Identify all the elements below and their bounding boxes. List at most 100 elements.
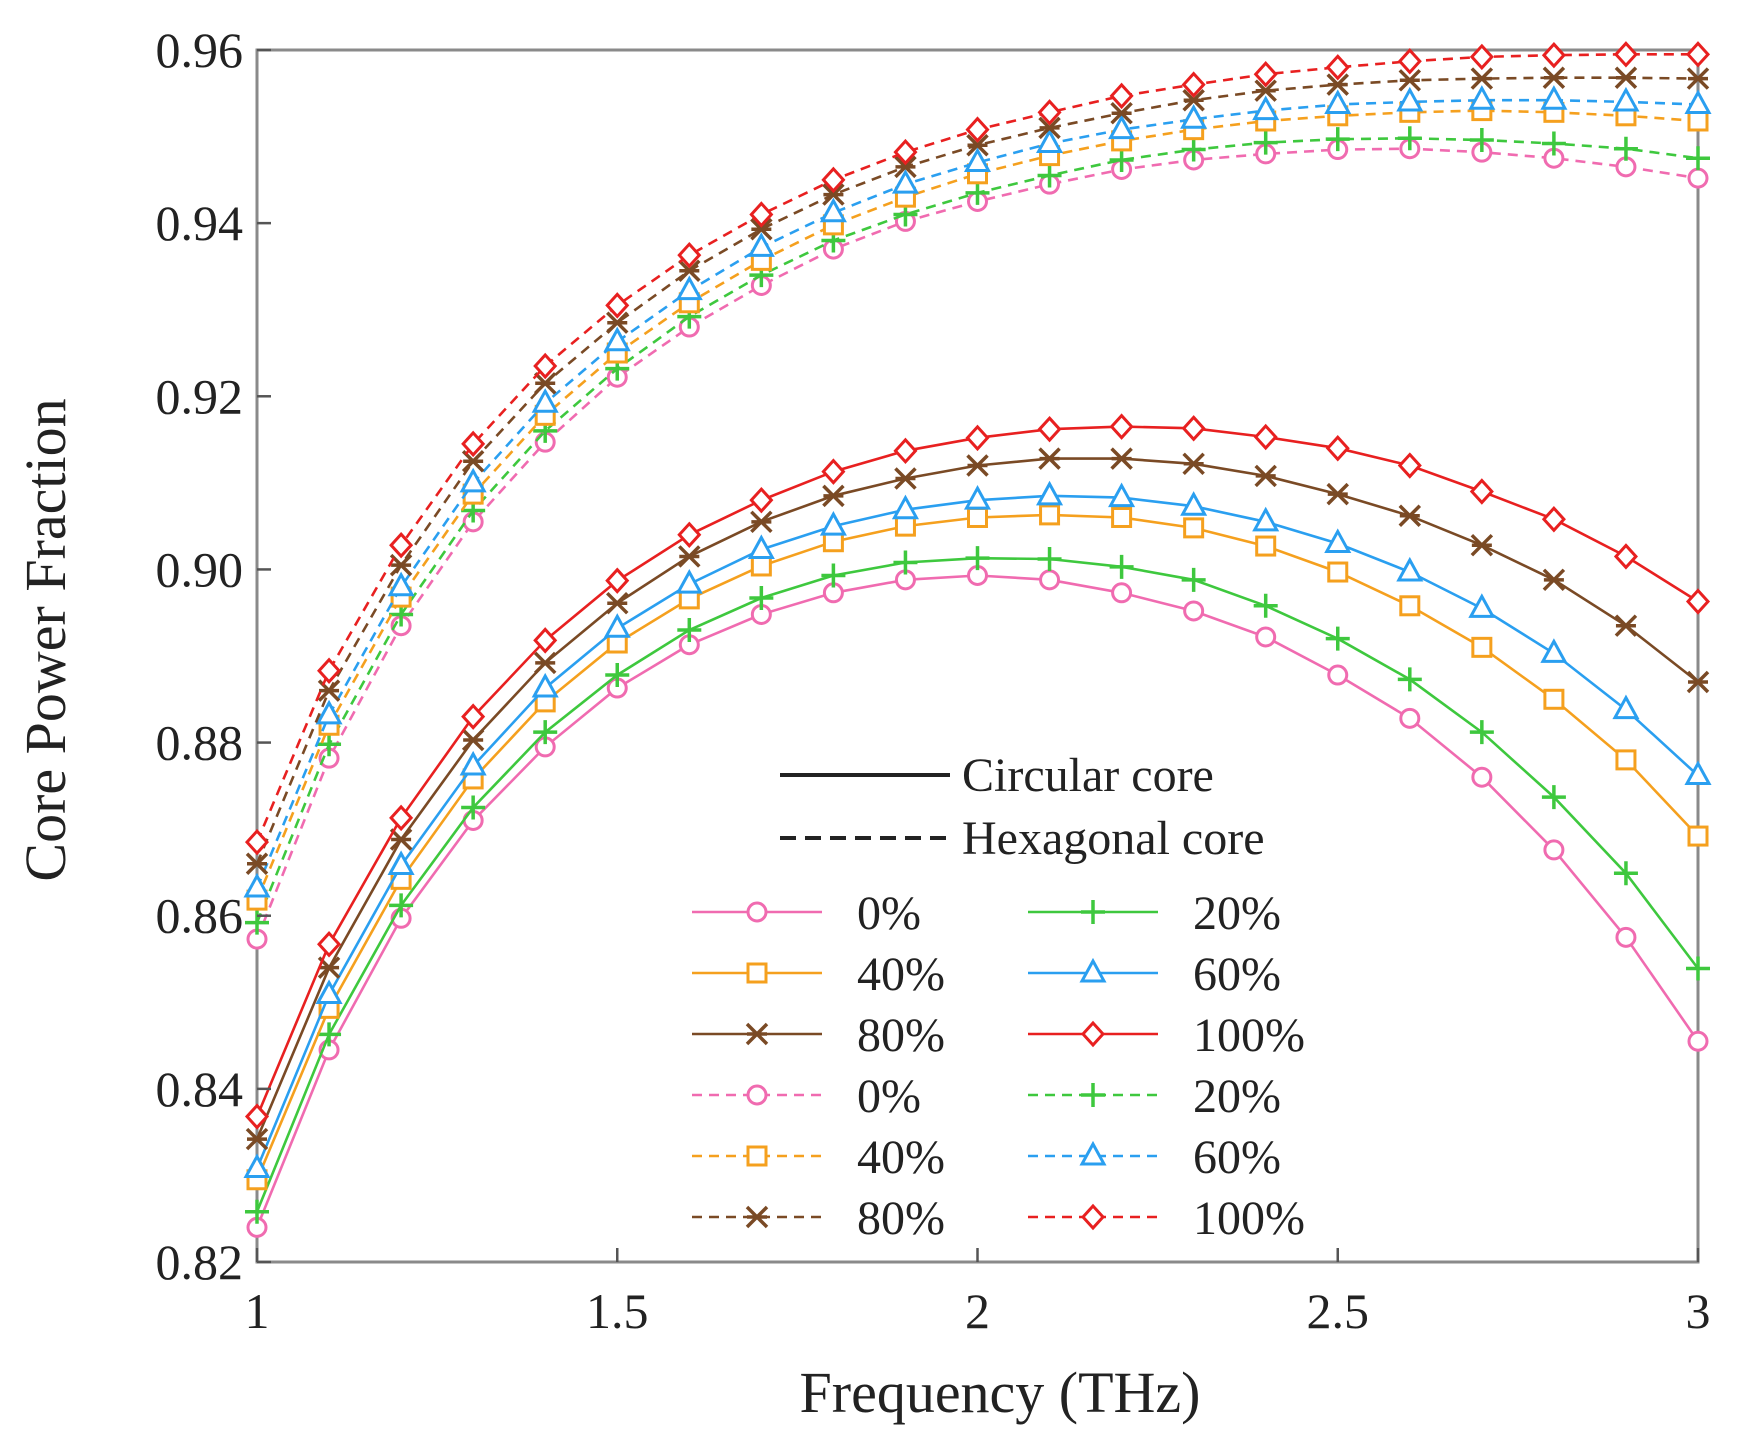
data-point: [1612, 694, 1640, 720]
data-point: [1468, 85, 1496, 110]
data-point: [1469, 720, 1494, 745]
data-point: [966, 454, 989, 477]
data-point: [894, 467, 917, 490]
data-point: [1181, 71, 1206, 98]
data-point: [1612, 86, 1640, 112]
data-point: [677, 241, 702, 269]
data-point: [315, 699, 343, 725]
data-point: [1038, 116, 1061, 140]
data-point: [1181, 137, 1206, 162]
legend-swatch-marker: [745, 1205, 769, 1229]
data-point: [967, 506, 988, 528]
data-point: [1614, 614, 1638, 637]
data-point: [1541, 131, 1566, 156]
data-point: [1255, 626, 1277, 648]
data-point: [243, 1153, 271, 1179]
x-axis-title: Frequency (THz): [800, 1360, 1201, 1425]
y-tick-label: 0.86: [156, 888, 244, 944]
data-point: [1324, 528, 1352, 553]
series-layer: [243, 41, 1712, 1238]
y-tick-label: 0.84: [156, 1061, 244, 1117]
data-point: [749, 201, 774, 228]
legend-label: 0%: [857, 887, 921, 940]
data-point: [389, 804, 414, 832]
legend-swatch-marker: [1080, 1020, 1106, 1048]
data-point: [1396, 86, 1424, 112]
data-point: [387, 850, 415, 876]
data-point: [1110, 101, 1133, 125]
series-circular-60pct: [243, 480, 1712, 1179]
data-point: [1252, 506, 1280, 532]
data-point: [1108, 482, 1136, 508]
x-tick-label: 1.5: [586, 1283, 649, 1339]
data-point: [461, 430, 486, 458]
data-point: [387, 571, 415, 597]
data-point: [822, 183, 845, 206]
data-point: [315, 979, 343, 1004]
legend-swatch-marker: [1081, 1083, 1105, 1107]
data-point: [244, 1103, 270, 1130]
data-point: [821, 563, 846, 588]
legend-label: 100%: [1193, 1192, 1305, 1245]
data-point: [1109, 554, 1134, 579]
y-tick-label: 0.94: [156, 195, 244, 251]
data-point: [1470, 533, 1494, 557]
data-point: [245, 852, 269, 876]
data-point: [1540, 85, 1568, 110]
data-point: [965, 180, 990, 205]
data-point: [747, 232, 775, 257]
data-point: [1182, 452, 1205, 476]
plot-frame: [255, 48, 1700, 1264]
data-point: [1470, 67, 1494, 90]
legend-label: 80%: [857, 1192, 945, 1245]
y-tick-label: 0.90: [156, 541, 244, 597]
legend-swatch-marker: [746, 962, 768, 984]
data-point: [1543, 839, 1565, 861]
data-point: [894, 515, 916, 537]
legend-style-label: Circular core: [962, 749, 1214, 802]
legend-swatch-marker: [746, 1145, 768, 1167]
data-point: [750, 555, 772, 577]
data-point: [244, 828, 270, 856]
data-point: [677, 521, 702, 549]
legend-label: 40%: [857, 1131, 945, 1184]
data-point: [533, 372, 557, 395]
data-point: [677, 618, 702, 643]
data-point: [750, 510, 773, 534]
data-point: [1396, 556, 1424, 582]
data-point: [893, 138, 918, 166]
y-tick-label: 0.88: [156, 715, 244, 771]
data-point: [1255, 535, 1277, 557]
data-point: [1036, 128, 1064, 153]
series-line: [255, 109, 1699, 901]
data-point: [531, 388, 559, 413]
legend-swatch-marker: [1079, 957, 1107, 983]
data-point: [965, 424, 990, 452]
data-point: [317, 931, 342, 958]
data-point: [1399, 595, 1421, 617]
data-point: [822, 484, 845, 508]
data-point: [1397, 452, 1422, 479]
data-point: [1469, 43, 1494, 71]
data-point: [317, 657, 342, 684]
data-point: [1037, 99, 1062, 126]
data-point: [1398, 69, 1422, 92]
y-tick-label: 0.92: [156, 368, 244, 424]
data-point: [1039, 569, 1061, 591]
data-point: [1543, 688, 1565, 710]
axes-layer: 0.82 0.84 0.86 0.88 0.90 0.92 0.94 0.96 1 1.5 2 2.5…: [156, 22, 1711, 1339]
data-point: [606, 311, 629, 334]
data-point: [1253, 130, 1278, 155]
data-point: [317, 1022, 342, 1047]
series-hexagonal-100pct: [244, 41, 1711, 856]
data-point: [749, 585, 774, 610]
data-point: [459, 467, 487, 493]
data-point: [1254, 464, 1277, 488]
data-point: [1471, 766, 1493, 788]
data-point: [1613, 136, 1638, 161]
data-point: [1326, 73, 1349, 96]
legend-label: 20%: [1193, 887, 1281, 940]
series-hexagonal-60pct: [243, 85, 1712, 898]
data-point: [750, 217, 773, 241]
